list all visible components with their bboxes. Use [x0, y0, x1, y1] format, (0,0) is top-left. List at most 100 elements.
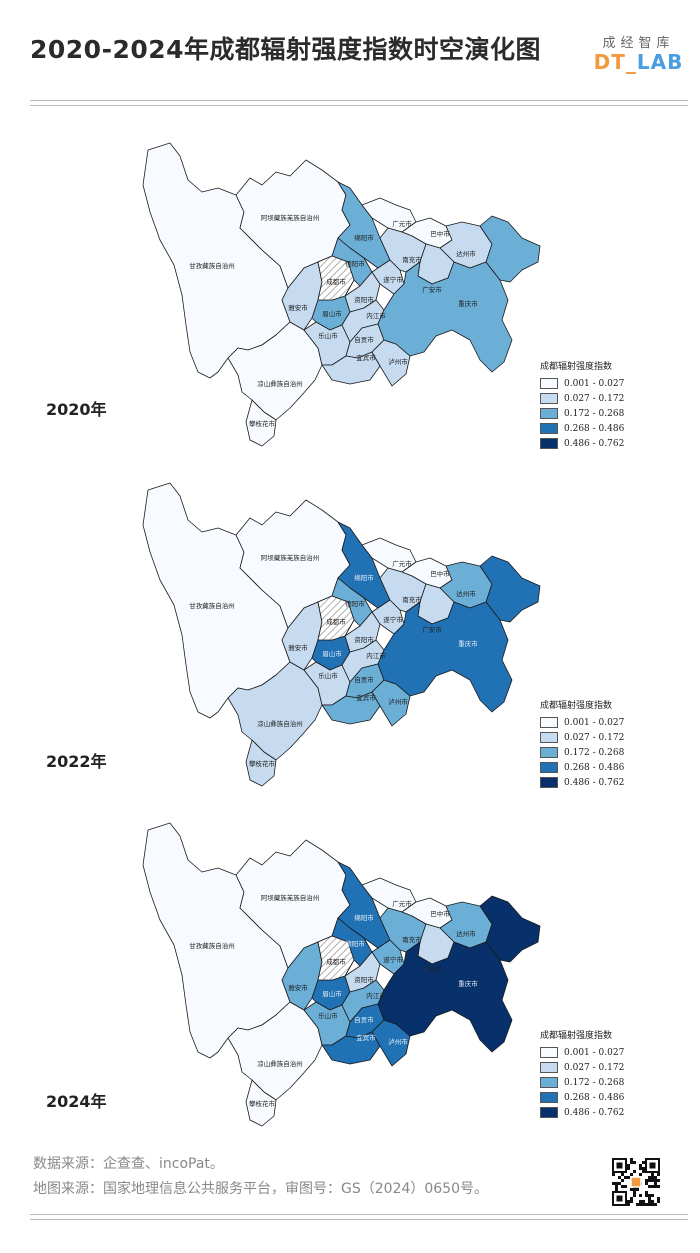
region-chongqing	[377, 601, 513, 713]
page-title: 2020-2024年成都辐射强度指数时空演化图	[30, 35, 542, 64]
legend-item: 0.027 - 0.172	[540, 391, 680, 406]
region-label-guangan: 广安市	[422, 285, 442, 294]
region-aba	[235, 839, 351, 969]
legend-item: 0.268 - 0.486	[540, 421, 680, 436]
region-liangshan	[227, 1001, 323, 1101]
region-dazhou	[439, 221, 493, 269]
brand-en-lab: LAB	[636, 50, 684, 74]
legend-swatch	[540, 1062, 558, 1073]
legend-range: 0.486 - 0.762	[564, 438, 625, 449]
region-meishan	[311, 975, 351, 1011]
region-label-mianyang: 绵阳市	[354, 233, 374, 242]
legend-range: 0.001 - 0.027	[564, 717, 625, 728]
region-label-chongqing: 重庆市	[458, 639, 478, 648]
region-dazhou	[439, 901, 493, 949]
legend-item: 0.001 - 0.027	[540, 1045, 680, 1060]
legend-swatch	[540, 762, 558, 773]
brand-logo: 成经智库 DT_LAB	[591, 32, 686, 74]
region-label-guangan: 广安市	[422, 965, 442, 974]
legend-swatch	[540, 393, 558, 404]
region-label-guangyuan: 广元市	[392, 559, 412, 568]
region-meishan	[311, 295, 351, 331]
region-label-guangyuan: 广元市	[392, 899, 412, 908]
map-source: 地图来源：国家地理信息公共服务平台，审图号：GS（2024）0650号。	[33, 1181, 488, 1197]
region-panzhihua	[245, 1079, 277, 1127]
region-guangan	[417, 243, 455, 285]
legend-swatch	[540, 408, 558, 419]
region-bazhong	[401, 897, 453, 929]
region-label-aba: 阿坝藏族羌族自治州	[261, 213, 320, 222]
region-label-chengdu: 成都市	[326, 957, 346, 966]
region-bazhong	[401, 217, 453, 249]
region-panzhihua	[245, 399, 277, 447]
region-ziyang	[344, 611, 381, 653]
region-label-bazhong: 巴中市	[430, 569, 450, 578]
data-source: 数据来源：企查查、incoPat。	[33, 1156, 224, 1172]
legend-range: 0.001 - 0.027	[564, 1047, 625, 1058]
region-label-deyang: 德阳市	[345, 599, 365, 608]
region-label-ziyang: 资阳市	[354, 635, 374, 644]
region-label-ziyang: 资阳市	[354, 975, 374, 984]
region-label-leshan: 乐山市	[318, 1011, 338, 1020]
legend-range: 0.001 - 0.027	[564, 378, 625, 389]
legend-item: 0.268 - 0.486	[540, 1090, 680, 1105]
legend-swatch	[540, 1077, 558, 1088]
region-zigong	[345, 323, 385, 359]
region-deyang	[331, 577, 373, 627]
legend-swatch	[540, 717, 558, 728]
region-label-liangshan: 凉山彝族自治州	[257, 379, 303, 388]
region-label-leshan: 乐山市	[318, 331, 338, 340]
region-zigong	[345, 1003, 385, 1039]
region-guangyuan	[361, 877, 417, 913]
region-label-ganzi: 甘孜藏族自治州	[189, 601, 235, 610]
region-label-deyang: 德阳市	[345, 259, 365, 268]
region-label-chengdu: 成都市	[326, 617, 346, 626]
region-chengdu	[317, 935, 355, 981]
region-ganzi	[142, 142, 291, 379]
region-guangyuan	[361, 537, 417, 573]
region-label-ganzi: 甘孜藏族自治州	[189, 261, 235, 270]
region-ganzi	[142, 822, 291, 1059]
legend-range: 0.268 - 0.486	[564, 762, 625, 773]
brand-en: DT_LAB	[591, 50, 686, 74]
region-leshan	[303, 1001, 351, 1046]
region-deyang	[331, 917, 373, 967]
region-guangan	[417, 583, 455, 625]
region-chengdu	[317, 255, 355, 301]
region-yaan	[281, 941, 323, 1011]
region-mianyang	[337, 181, 391, 269]
region-label-dazhou: 达州市	[456, 589, 476, 598]
region-neijiang	[341, 639, 385, 683]
region-label-meishan: 眉山市	[322, 309, 342, 318]
region-leshan	[303, 661, 351, 706]
region-guangyuan	[361, 197, 417, 233]
year-label: 2022年	[46, 752, 107, 771]
legend-range: 0.486 - 0.762	[564, 1107, 625, 1118]
legend-item: 0.001 - 0.027	[540, 715, 680, 730]
bottom-divider	[30, 1214, 688, 1220]
region-liangshan	[227, 321, 323, 421]
region-nanchong	[379, 567, 427, 613]
legend-range: 0.268 - 0.486	[564, 423, 625, 434]
legend-swatch	[540, 1092, 558, 1103]
region-east_ext	[479, 215, 541, 283]
region-label-zigong: 自贡市	[354, 1015, 374, 1024]
region-label-suining: 遂宁市	[383, 275, 403, 284]
region-label-guangyuan: 广元市	[392, 219, 412, 228]
region-label-suining: 遂宁市	[383, 955, 403, 964]
map-legend: 成都辐射强度指数 0.001 - 0.027 0.027 - 0.172 0.172 …	[540, 359, 680, 451]
legend-swatch	[540, 423, 558, 434]
region-label-nanchong: 南充市	[402, 595, 422, 604]
region-label-luzhou: 泸州市	[388, 357, 408, 366]
region-label-panzhihua: 攀枝花市	[249, 419, 276, 428]
region-meishan	[311, 635, 351, 671]
region-label-yaan: 雅安市	[288, 303, 308, 312]
legend-swatch	[540, 747, 558, 758]
region-label-nanchong: 南充市	[402, 935, 422, 944]
region-suining	[371, 939, 405, 975]
region-label-meishan: 眉山市	[322, 649, 342, 658]
legend-range: 0.172 - 0.268	[564, 1077, 625, 1088]
region-label-mianyang: 绵阳市	[354, 913, 374, 922]
region-east_ext	[479, 895, 541, 963]
region-yibin	[321, 351, 381, 385]
